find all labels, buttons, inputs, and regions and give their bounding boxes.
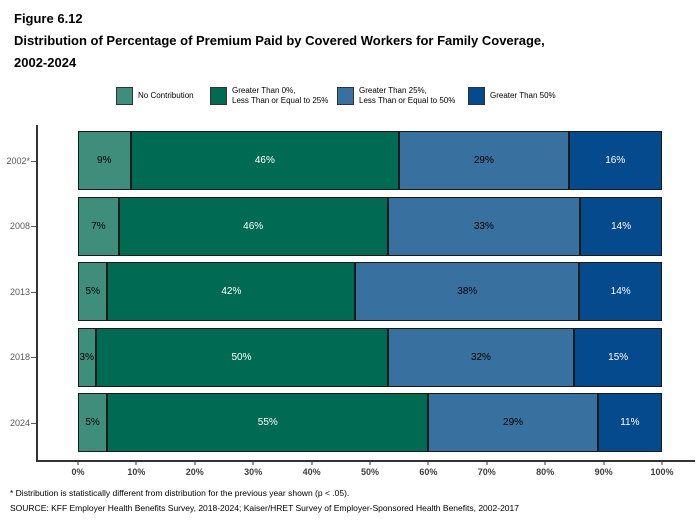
bar-segment: 50%	[95, 327, 388, 387]
legend-swatch-icon	[468, 87, 485, 105]
bar-segment-label: 46%	[254, 155, 275, 166]
bar-segment-label: 32%	[470, 351, 491, 363]
legend-item-2: Greater Than 25%, Less Than or Equal to 5…	[337, 86, 456, 105]
legend-label: Greater Than 0%, Less Than or Equal to 25…	[232, 86, 329, 105]
x-axis-tick-label: 90%	[594, 467, 613, 477]
x-axis-tick-label: 80%	[536, 467, 555, 477]
x-axis-tick	[194, 460, 196, 465]
bar-segment-label: 55%	[257, 417, 278, 429]
bar-segment-label: 5%	[85, 286, 100, 298]
bar-segment: 46%	[118, 196, 388, 256]
bar-row-2024: 2024 5% 55% 29% 11%	[10, 393, 662, 453]
bar-segment-label: 7%	[91, 220, 106, 232]
legend-item-1: Greater Than 0%, Less Than or Equal to 25…	[210, 86, 329, 105]
bar-segment-label: 46%	[243, 220, 264, 232]
y-axis-tick	[31, 291, 36, 293]
bar-segment: 33%	[387, 196, 581, 256]
bar-segment-label: 29%	[473, 155, 494, 166]
bar-segment: 14%	[580, 196, 662, 256]
legend-item-0: No Contribution	[116, 87, 194, 105]
y-axis-tick	[31, 160, 36, 162]
legend: No Contribution Greater Than 0%, Less Than…	[0, 86, 698, 116]
bar-segment-label: 3%	[79, 351, 94, 363]
bar-segment: 5%	[78, 393, 108, 453]
bar-segment: 55%	[107, 393, 429, 453]
x-axis-tick	[135, 460, 137, 465]
bar-segment: 16%	[568, 131, 662, 190]
bar-segment-label: 42%	[221, 286, 242, 298]
bar-row-2018: 2018 3% 50% 32% 15%	[10, 327, 662, 387]
x-axis-tick	[486, 460, 488, 465]
x-axis-tick-label: 30%	[244, 467, 263, 477]
bar-segment: 38%	[355, 262, 580, 322]
x-axis-tick	[311, 460, 313, 465]
bar-segment-label: 11%	[620, 417, 640, 429]
x-axis-tick-label: 0%	[71, 467, 85, 477]
x-axis-tick-label: 50%	[360, 467, 380, 477]
x-axis-tick-label: 40%	[302, 467, 321, 477]
y-axis-tick	[31, 226, 36, 228]
legend-label: Greater Than 25%, Less Than or Equal to 5…	[359, 86, 456, 105]
x-axis-tick	[603, 460, 605, 465]
legend-swatch-icon	[337, 87, 354, 105]
x-axis-tick-label: 20%	[185, 467, 204, 477]
bar-row-2013: 2013 5% 42% 38% 14%	[10, 262, 662, 322]
bar-row-2008: 2008 7% 46% 33% 14%	[10, 196, 662, 256]
bar-segment: 29%	[399, 131, 569, 190]
y-axis-tick	[31, 422, 36, 424]
footnote-source: SOURCE: KFF Employer Health Benefits Sur…	[10, 503, 519, 513]
x-axis-tick-label: 10%	[127, 467, 146, 477]
legend-label: No Contribution	[138, 91, 194, 100]
x-axis-tick	[427, 460, 429, 465]
x-axis-tick	[369, 460, 371, 465]
bars-container: 2002* 9% 46% 29% 16% 2008 7% 46% 33% 14% 2013 5% 42%…	[6, 131, 662, 459]
plot-area: 2002* 9% 46% 29% 16% 2008 7% 46% 33% 14% 2013 5% 42%…	[6, 125, 695, 477]
bar-segment: 15%	[574, 327, 662, 387]
footnotes: * Distribution is statistically differen…	[10, 486, 519, 516]
bar-segment: 32%	[387, 327, 575, 387]
x-axis-tick	[77, 460, 79, 465]
bar-segment-label: 38%	[457, 286, 478, 298]
x-axis-tick-label: 60%	[419, 467, 438, 477]
bar-segment-label: 9%	[97, 155, 112, 166]
x-axis-tick	[252, 460, 254, 465]
x-axis-tick-label: 70%	[477, 467, 496, 477]
y-axis-label: 2024	[9, 417, 30, 428]
bar-segment: 11%	[597, 393, 662, 453]
y-axis-label: 2018	[9, 352, 30, 363]
x-axis-tick-label: 100%	[650, 467, 674, 477]
figure-label: Figure 6.12	[14, 11, 83, 26]
bar-segment: 9%	[78, 131, 131, 190]
y-axis-label: 2002*	[6, 155, 30, 166]
bar-segment: 46%	[130, 131, 400, 190]
y-axis-tick	[31, 357, 36, 359]
x-axis-tick	[661, 460, 663, 465]
bar-segment: 5%	[78, 262, 108, 322]
y-axis-label: 2008	[9, 221, 30, 232]
y-axis-label: 2013	[9, 286, 30, 297]
title-block: Figure 6.12 Distribution of Percentage o…	[14, 8, 545, 74]
bar-segment-label: 14%	[610, 286, 631, 298]
bar-segment: 3%	[78, 327, 96, 387]
legend-swatch-icon	[210, 87, 227, 105]
bar-segment: 14%	[579, 262, 662, 322]
legend-label: Greater Than 50%	[490, 91, 556, 100]
bar-segment-label: 15%	[608, 351, 629, 363]
legend-swatch-icon	[116, 87, 133, 105]
chart-title-line-2: 2002-2024	[14, 55, 77, 70]
bar-segment: 7%	[78, 196, 119, 256]
bar-segment: 42%	[107, 262, 356, 322]
x-axis-tick	[544, 460, 546, 465]
bar-segment-label: 33%	[473, 220, 494, 232]
bar-segment-label: 50%	[231, 351, 252, 363]
legend-item-3: Greater Than 50%	[468, 87, 556, 105]
bar-segment: 29%	[428, 393, 598, 453]
footnote-asterisk: * Distribution is statistically differen…	[10, 488, 350, 498]
bar-segment-label: 16%	[605, 155, 626, 166]
chart-title-line-1: Distribution of Percentage of Premium Pa…	[14, 33, 545, 48]
bar-segment-label: 29%	[503, 417, 524, 429]
bar-segment-label: 14%	[611, 220, 632, 232]
bar-segment-label: 5%	[85, 417, 100, 429]
bar-row-2002: 2002* 9% 46% 29% 16%	[6, 131, 662, 190]
